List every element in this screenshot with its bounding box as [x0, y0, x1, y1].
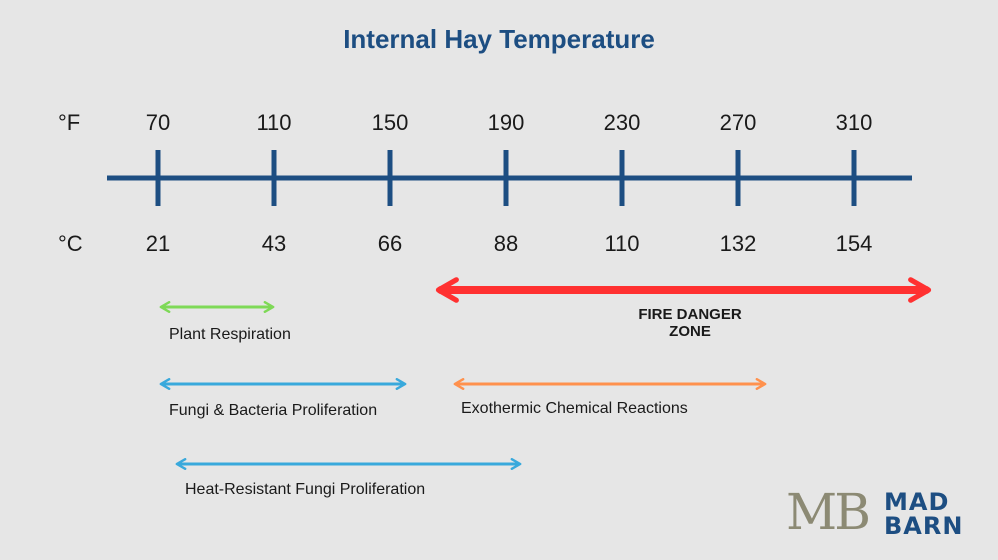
mad-barn-logo: MB MAD BARN [786, 484, 986, 540]
fahrenheit-tick-label: 110 [256, 110, 292, 135]
exothermic-reactions-label: Exothermic Chemical Reactions [461, 400, 688, 417]
fahrenheit-tick-label: 270 [719, 110, 757, 135]
fungi-bacteria-label: Fungi & Bacteria Proliferation [169, 402, 378, 419]
logo-mark: MB [786, 483, 871, 541]
celsius-tick-label: 88 [493, 231, 519, 256]
fahrenheit-unit-label: °F [58, 110, 81, 135]
logo-word-mad: MAD [884, 488, 950, 516]
celsius-tick-label: 132 [719, 231, 757, 256]
fahrenheit-tick-label: 230 [603, 110, 641, 135]
fahrenheit-tick-label: 70 [145, 110, 171, 135]
fire-danger-zone-label: FIRE DANGER ZONE [638, 306, 742, 340]
celsius-tick-label: 43 [261, 231, 287, 256]
heat-resistant-fungi-label: Heat-Resistant Fungi Proliferation [185, 481, 426, 498]
fahrenheit-tick-label: 150 [371, 110, 409, 135]
fahrenheit-tick-label: 190 [487, 110, 525, 135]
logo-word-barn: BARN [884, 512, 964, 540]
celsius-tick-label: 154 [835, 231, 873, 256]
celsius-tick-label: 110 [604, 231, 640, 256]
diagram-title: Internal Hay Temperature [343, 24, 655, 54]
plant-respiration-label: Plant Respiration [169, 326, 291, 343]
celsius-tick-label: 21 [145, 231, 171, 256]
celsius-tick-label: 66 [377, 231, 403, 256]
fahrenheit-tick-label: 310 [835, 110, 873, 135]
celsius-unit-label: °C [58, 231, 83, 256]
